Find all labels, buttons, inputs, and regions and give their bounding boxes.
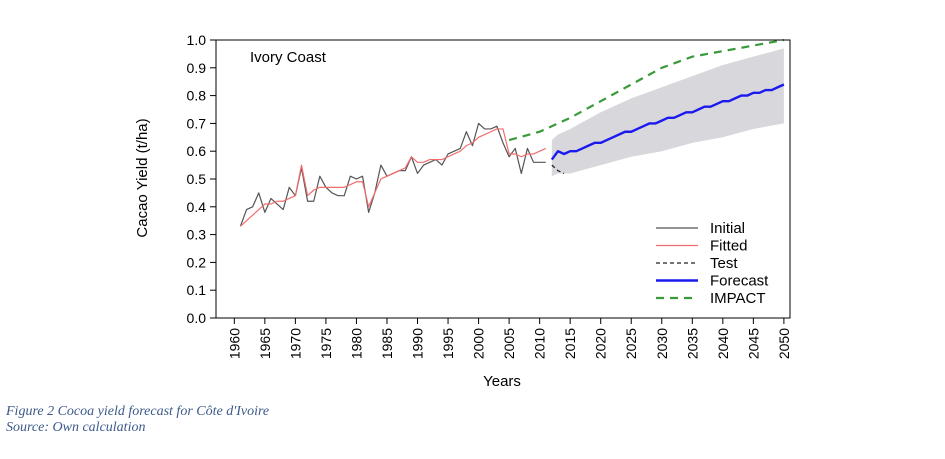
x-tick-label: 2025 (623, 328, 639, 359)
y-tick-label: 1.0 (187, 32, 207, 48)
series-initial-line (239, 122, 546, 227)
x-tick-label: 2045 (745, 328, 761, 359)
legend-label-impact: IMPACT (710, 290, 766, 307)
x-tick-label: 1985 (379, 328, 395, 359)
y-tick-label: 0.5 (187, 171, 207, 187)
y-tick-label: 0.3 (187, 227, 207, 243)
x-tick-label: 2005 (501, 328, 517, 359)
series-fitted-line (240, 128, 546, 227)
x-tick-label: 1960 (226, 328, 242, 359)
x-tick-label: 2010 (532, 328, 548, 359)
legend-label-forecast: Forecast (710, 273, 769, 290)
x-tick-label: 2035 (684, 328, 700, 359)
figure-source: Source: Own calculation (6, 420, 146, 435)
y-axis-title: Cacao Yield (t/ha) (134, 118, 151, 237)
series-layer (239, 38, 785, 227)
x-tick-label: 1980 (348, 328, 364, 359)
x-tick-label: 1990 (410, 328, 426, 359)
x-tick-label: 2000 (471, 328, 487, 359)
y-tick-label: 0.2 (187, 254, 207, 270)
y-tick-label: 0.7 (187, 115, 207, 131)
y-tick-label: 0.4 (187, 199, 207, 215)
x-tick-label: 1965 (257, 328, 273, 359)
series-impact-line (508, 38, 785, 142)
x-tick-label: 1975 (318, 328, 334, 359)
y-tick-label: 0.6 (187, 143, 207, 159)
y-tick-label: 0.1 (187, 282, 207, 298)
legend-label-initial: Initial (710, 220, 745, 237)
y-tick-label: 0.0 (187, 310, 207, 326)
series-test-line (551, 164, 565, 175)
legend-label-fitted: Fitted (710, 238, 748, 255)
x-tick-label: 1995 (440, 328, 456, 359)
x-tick-label: 2020 (593, 328, 609, 359)
x-tick-label: 1970 (287, 328, 303, 359)
panel-label: Ivory Coast (250, 49, 327, 66)
axis-layer: 0.0 0.1 0.2 0.3 0.4 0.5 0.6 0.7 0.8 0.9 1.0 1960 196… (187, 32, 792, 359)
x-tick-label: 2030 (654, 328, 670, 359)
chart: 0.0 0.1 0.2 0.3 0.4 0.5 0.6 0.7 0.8 0.9 1.0 1960 196… (134, 32, 792, 390)
y-tick-label: 0.9 (187, 60, 207, 76)
series-forecast-line (550, 83, 785, 161)
x-tick-label: 2040 (715, 328, 731, 359)
forecast-confidence-band (551, 48, 784, 177)
y-tick-label: 0.8 (187, 88, 207, 104)
x-tick-label: 2015 (562, 328, 578, 359)
confidence-band-layer (551, 48, 784, 177)
legend-label-test: Test (710, 255, 738, 272)
x-axis-title: Years (483, 373, 521, 390)
x-tick-label: 2050 (776, 328, 792, 359)
figure-caption: Figure 2 Cocoa yield forecast for Côte d… (6, 404, 270, 419)
